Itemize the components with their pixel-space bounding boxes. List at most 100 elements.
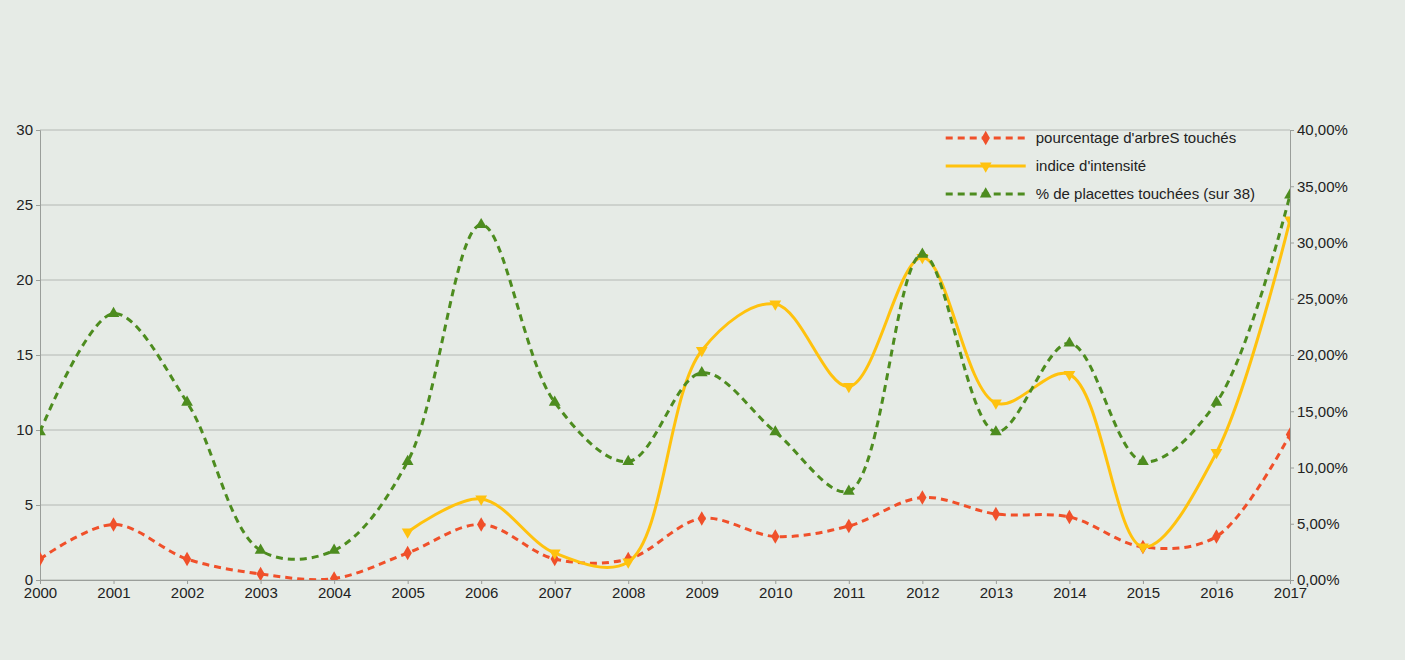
tick-mark <box>1290 130 1294 131</box>
legend-marker <box>980 187 992 197</box>
grid-line <box>40 280 1290 281</box>
tick: 2006 <box>465 580 498 601</box>
marker <box>1137 455 1149 465</box>
legend-item: indice d'intensité <box>946 157 1146 174</box>
chart: 2000200120022003200420052006200720082009… <box>0 0 1405 660</box>
tick-label: 2010 <box>759 584 792 601</box>
tick: 2008 <box>612 580 645 601</box>
tick-label: 2007 <box>539 584 572 601</box>
tick: 2015 <box>1127 580 1160 601</box>
tick-label: 2012 <box>906 584 939 601</box>
marker <box>622 559 634 569</box>
tick-mark <box>36 130 40 131</box>
marker <box>328 544 340 554</box>
legend-marker <box>982 131 990 145</box>
tick-mark <box>36 280 40 281</box>
tick-mark <box>36 355 40 356</box>
marker <box>696 347 708 357</box>
tick: 15,00% <box>1290 403 1348 420</box>
marker <box>843 484 855 494</box>
tick-mark <box>1290 186 1294 187</box>
y2-axis: 0,00% 5,00% 10,00% 15,00% 20,00% 25,00% 30,00%… <box>1290 121 1348 588</box>
marker <box>40 552 44 566</box>
tick: 2002 <box>171 580 204 601</box>
tick: 2007 <box>539 580 572 601</box>
tick-label: 2014 <box>1053 584 1086 601</box>
background <box>0 0 1405 660</box>
tick-label: 2009 <box>686 584 719 601</box>
tick: 5,00% <box>1290 515 1340 532</box>
grid <box>40 130 1290 580</box>
marker <box>40 425 46 435</box>
marker <box>1286 427 1290 441</box>
tick: 10,00% <box>1290 459 1348 476</box>
tick-mark <box>1290 355 1294 356</box>
tick-mark <box>36 580 40 581</box>
tick: 30 <box>16 121 40 138</box>
marker <box>771 529 779 543</box>
tick: 5 <box>25 496 40 513</box>
tick-label: 10 <box>16 421 33 438</box>
tick: 2001 <box>97 580 130 601</box>
tick: 2004 <box>318 580 351 601</box>
tick-label: 0,00% <box>1297 571 1340 588</box>
tick-label: 0 <box>25 571 33 588</box>
tick-label: 20 <box>16 271 33 288</box>
tick: 2010 <box>759 580 792 601</box>
axis-line <box>1291 131 1295 581</box>
tick: 0 <box>25 571 40 588</box>
marker <box>183 552 191 566</box>
marker <box>549 550 561 560</box>
marker <box>1211 396 1223 406</box>
tick-label: 2002 <box>171 584 204 601</box>
series-line <box>408 220 1290 567</box>
tick: 25 <box>16 196 40 213</box>
tick: 25,00% <box>1290 290 1348 307</box>
tick-label: 2008 <box>612 584 645 601</box>
legend-marker <box>980 163 992 173</box>
tick-label: 10,00% <box>1297 459 1348 476</box>
tick-label: 25 <box>16 196 33 213</box>
series-line <box>40 435 1290 580</box>
marker <box>769 301 781 311</box>
marker <box>255 544 267 554</box>
tick-label: 2006 <box>465 584 498 601</box>
tick-label: 2015 <box>1127 584 1160 601</box>
marker <box>1064 336 1076 346</box>
marker <box>1137 544 1149 554</box>
marker <box>475 496 487 506</box>
marker <box>1212 529 1220 543</box>
marker <box>402 455 414 465</box>
tick-label: 25,00% <box>1297 290 1348 307</box>
marker <box>109 517 117 531</box>
marker <box>1211 449 1223 459</box>
marker <box>1284 217 1290 227</box>
tick: 10 <box>16 421 40 438</box>
tick-label: 5 <box>25 496 33 513</box>
tick: 2009 <box>686 580 719 601</box>
marker <box>990 425 1002 435</box>
tick-mark <box>1290 299 1294 300</box>
tick-mark <box>1290 411 1294 412</box>
tick-label: 30 <box>16 121 33 138</box>
tick: 2014 <box>1053 580 1086 601</box>
grid-line <box>40 505 1290 506</box>
tick-label: 15 <box>16 346 33 363</box>
marker <box>845 519 853 533</box>
tick-label: 2011 <box>833 584 865 601</box>
tick-label: 35,00% <box>1297 178 1348 195</box>
marker <box>108 307 120 317</box>
marker <box>330 571 338 580</box>
tick-label: 20,00% <box>1297 346 1348 363</box>
tick-label: 2013 <box>980 584 1013 601</box>
plot-area <box>40 188 1290 580</box>
tick-label: 30,00% <box>1297 234 1348 251</box>
marker <box>181 396 193 406</box>
tick-mark <box>1290 580 1294 581</box>
marker <box>843 383 855 393</box>
tick: 2013 <box>980 580 1013 601</box>
legend-label: indice d'intensité <box>1036 157 1146 174</box>
tick-label: 5,00% <box>1297 515 1340 532</box>
marker <box>990 400 1002 410</box>
axis-line <box>41 581 1291 585</box>
